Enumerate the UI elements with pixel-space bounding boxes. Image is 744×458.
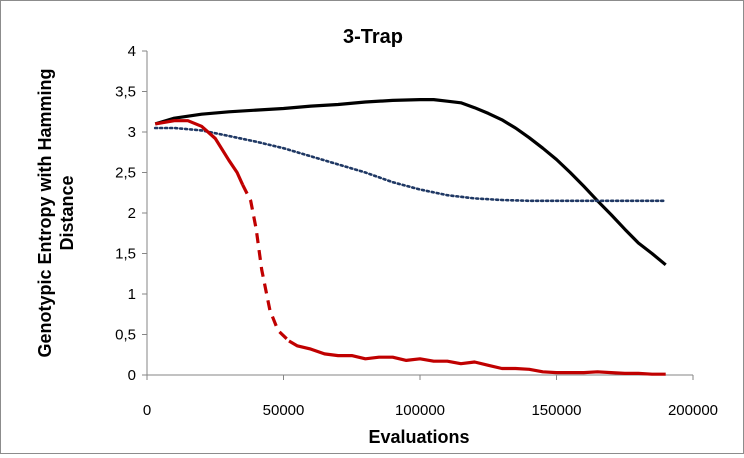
- axes: [142, 50, 694, 380]
- x-tick-label: 0: [143, 402, 151, 419]
- series-2-line: [153, 126, 667, 203]
- y-tick-label: 3,5: [115, 84, 136, 101]
- chart-title: 3-Trap: [343, 26, 403, 48]
- series-3-segment-2: [241, 183, 291, 343]
- series-1-line: [154, 98, 667, 267]
- tick-labels: 0 0,5 1 1,5 2 2,5 3 3,5 4 0 50000 100000 150000 20000…: [115, 43, 718, 419]
- y-tick-label: 0,5: [115, 327, 136, 344]
- y-tick-label: 3: [128, 124, 136, 141]
- x-tick-label: 150000: [531, 402, 581, 419]
- y-axis-title-line: Genotypic Entropy with Hamming: [35, 68, 55, 357]
- series-3-segment-1: [154, 119, 245, 186]
- y-axis-title: Genotypic Entropy with Hamming Distance: [35, 68, 77, 357]
- x-tick-label: 200000: [668, 402, 718, 419]
- x-tick-label: 50000: [263, 402, 305, 419]
- x-tick-label: 100000: [395, 402, 445, 419]
- y-axis-title-line: Distance: [57, 175, 77, 250]
- series-lines: [153, 98, 667, 376]
- y-tick-label: 2,5: [115, 165, 136, 182]
- x-axis-title: Evaluations: [368, 427, 469, 447]
- y-tick-label: 2: [128, 205, 136, 222]
- y-tick-label: 1,5: [115, 246, 136, 263]
- y-tick-label: 0: [128, 367, 136, 384]
- series-3-segment-3: [288, 339, 666, 376]
- y-tick-label: 4: [128, 43, 136, 60]
- y-tick-label: 1: [128, 286, 136, 303]
